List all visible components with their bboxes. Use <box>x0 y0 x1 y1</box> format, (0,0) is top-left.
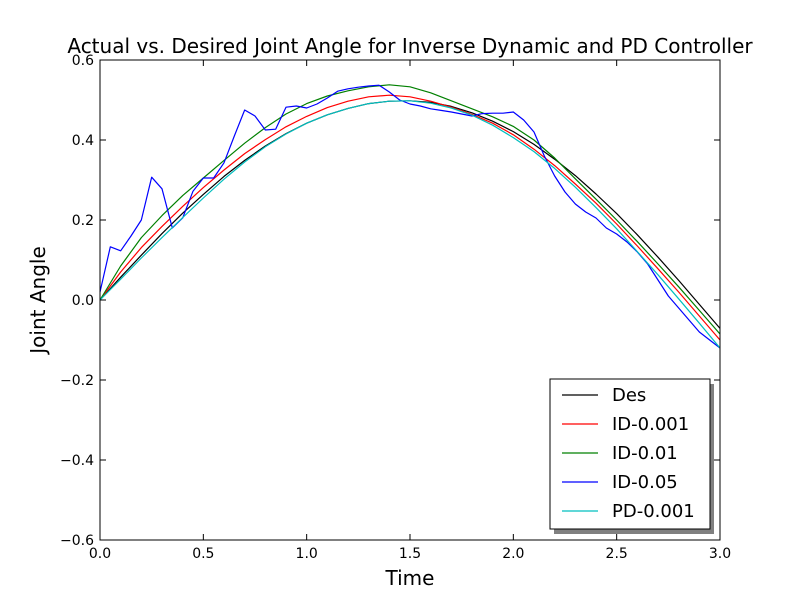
series-line-id-0-001 <box>99 94 721 341</box>
legend: Des ID-0.001 ID-0.01 ID-0.05 PD-0.001 <box>549 378 714 534</box>
x-tick-label: 0.5 <box>192 546 214 562</box>
y-tick-label: 0.2 <box>72 213 94 229</box>
x-tick-label: 1.0 <box>296 546 318 562</box>
legend-label: PD-0.001 <box>612 501 695 522</box>
y-tick-label: −0.4 <box>60 453 94 469</box>
y-tick-label: 0.0 <box>72 293 94 309</box>
y-axis-label: Joint Angle <box>26 246 50 355</box>
legend-label: Des <box>612 385 646 406</box>
x-tick-label: 2.0 <box>502 546 524 562</box>
x-axis-label: Time <box>385 566 435 590</box>
x-axis: 0.0 0.5 1.0 1.5 2.0 2.5 3.0 <box>89 60 731 562</box>
y-axis: −0.6 −0.4 −0.2 0.0 0.2 0.4 0.6 <box>60 53 720 549</box>
y-tick-label: −0.6 <box>60 533 94 549</box>
legend-box <box>549 378 711 530</box>
x-tick-label: 0.0 <box>89 546 111 562</box>
series-layer <box>99 84 721 349</box>
y-tick-label: 0.6 <box>72 53 94 69</box>
x-tick-label: 1.5 <box>399 546 421 562</box>
x-tick-label: 3.0 <box>709 546 731 562</box>
chart-title: Actual vs. Desired Joint Angle for Inver… <box>67 34 753 58</box>
series-line-id-0-05 <box>99 84 721 349</box>
x-tick-label: 2.5 <box>606 546 628 562</box>
legend-label: ID-0.01 <box>612 443 678 464</box>
y-tick-label: −0.2 <box>60 373 94 389</box>
legend-items: Des ID-0.001 ID-0.01 ID-0.05 PD-0.001 <box>562 385 695 522</box>
legend-label: ID-0.05 <box>612 472 678 493</box>
legend-label: ID-0.001 <box>612 414 689 435</box>
series-line-pd-0-001 <box>99 100 721 349</box>
y-tick-label: 0.4 <box>72 133 94 149</box>
